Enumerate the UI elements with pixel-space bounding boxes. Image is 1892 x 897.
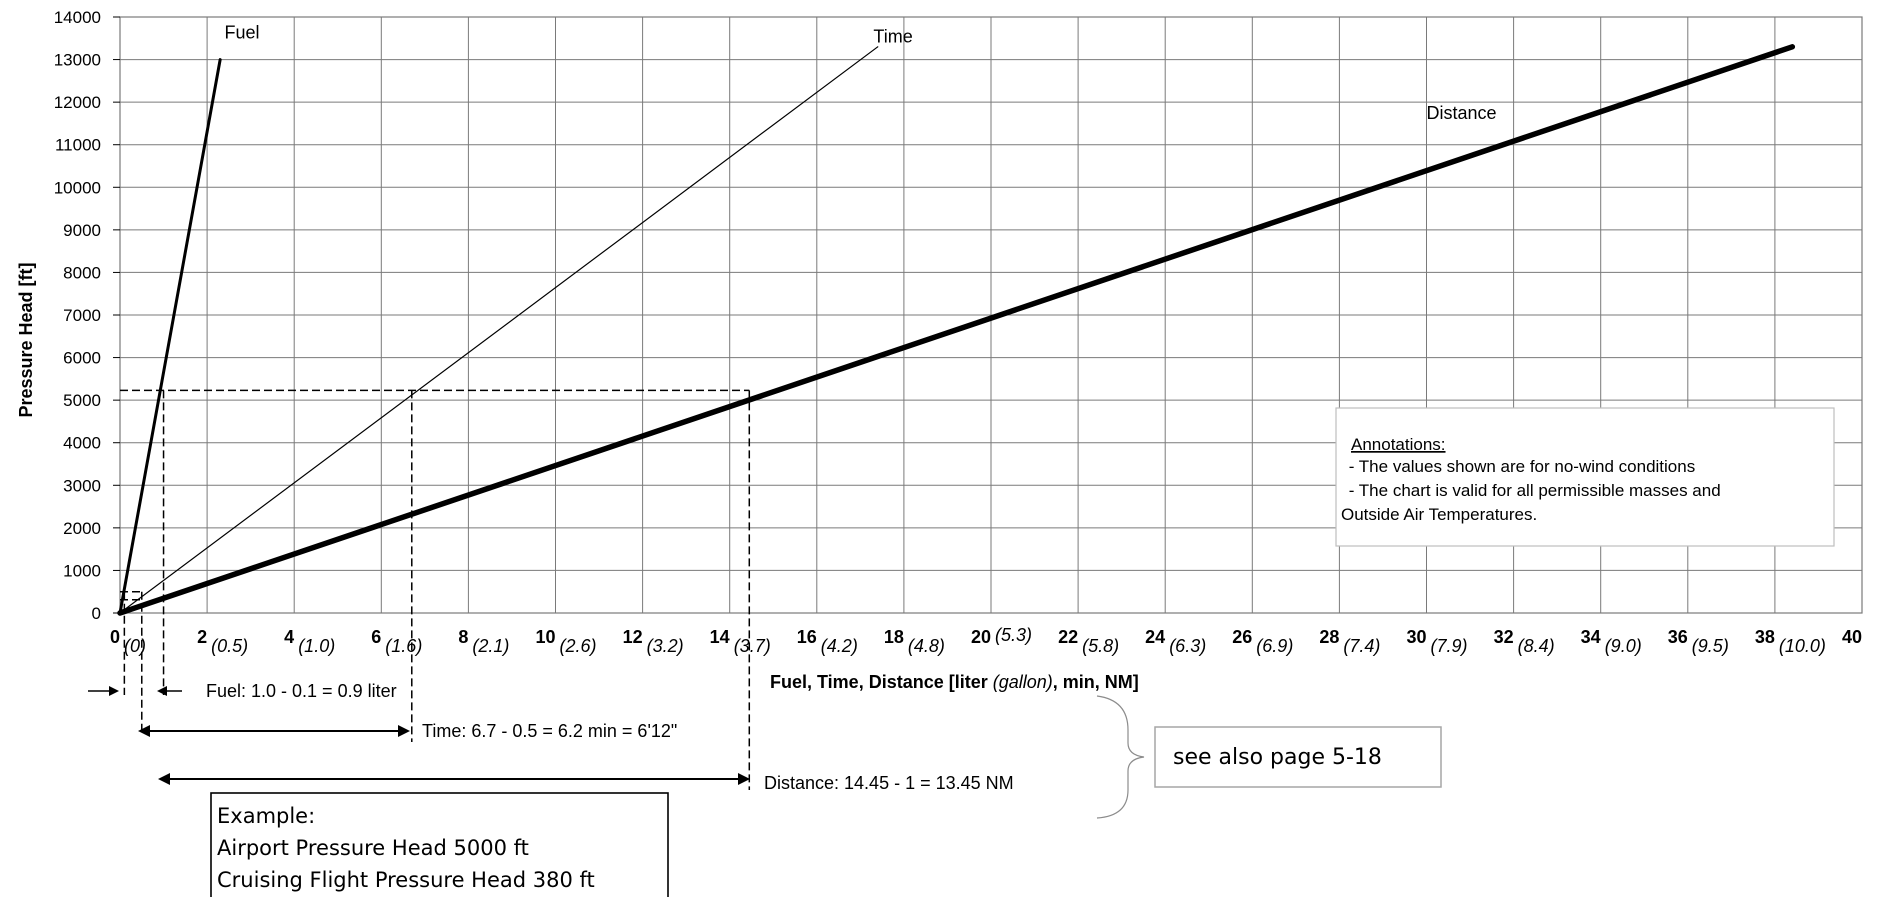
- example-line: Cruising Flight Pressure Head 380 ft: [217, 868, 595, 892]
- y-tick-label: 11000: [55, 136, 101, 155]
- y-tick-label: 12000: [54, 93, 101, 112]
- x-tick-label: 40: [1842, 627, 1862, 647]
- x-tick-label: 14: [710, 627, 730, 647]
- y-axis-label: Pressure Head [ft]: [16, 262, 36, 417]
- x-tick-sublabel: (7.4): [1343, 636, 1380, 656]
- x-tick-label: 24: [1145, 627, 1165, 647]
- axis-ticks: 0100020003000400050006000700080009000100…: [54, 8, 1862, 656]
- x-tick-sublabel: (1.6): [385, 636, 422, 656]
- series-lines: [117, 44, 1796, 616]
- x-tick-label: 18: [884, 627, 904, 647]
- brace: [1096, 695, 1145, 819]
- x-tick-sublabel: (4.8): [908, 636, 945, 656]
- example-guides: [120, 389, 751, 790]
- example-line: Example:: [217, 804, 315, 828]
- x-tick-sublabel: (5.3): [995, 625, 1032, 645]
- x-axis-label: Fuel, Time, Distance [liter (gallon), mi…: [770, 672, 1139, 692]
- series-distance-line: [117, 44, 1796, 616]
- calc-arrows: [88, 686, 750, 785]
- x-tick-label: 2: [197, 627, 207, 647]
- example-box: [210, 792, 669, 897]
- x-tick-label: 36: [1668, 627, 1688, 647]
- x-tick-sublabel: (9.5): [1692, 636, 1729, 656]
- y-tick-label: 13000: [54, 51, 101, 70]
- y-tick-label: 0: [92, 604, 101, 623]
- annotation-line: Outside Air Temperatures.: [1341, 505, 1537, 524]
- x-tick-sublabel: (6.9): [1256, 636, 1293, 656]
- x-tick-label: 38: [1755, 627, 1775, 647]
- y-tick-label: 14000: [54, 8, 101, 27]
- x-tick-label: 34: [1581, 627, 1601, 647]
- y-tick-label: 8000: [63, 263, 101, 282]
- x-tick-label: 26: [1232, 627, 1252, 647]
- series-label-time: Time: [873, 27, 912, 47]
- see-also-text: see also page 5-18: [1173, 745, 1382, 770]
- y-tick-label: 6000: [63, 349, 101, 368]
- example-line: Airport Pressure Head 5000 ft: [217, 836, 529, 860]
- series-fuel-line: [118, 58, 222, 615]
- x-tick-sublabel: (9.0): [1605, 636, 1642, 656]
- x-tick-label: 20: [971, 627, 991, 647]
- x-tick-sublabel: (2.6): [560, 636, 597, 656]
- y-tick-label: 10000: [54, 178, 101, 197]
- annotations-title: Annotations:: [1351, 435, 1446, 454]
- x-tick-label: 28: [1319, 627, 1339, 647]
- x-tick-sublabel: (1.0): [298, 636, 335, 656]
- x-tick-label: 10: [535, 627, 555, 647]
- series-label-distance: Distance: [1427, 103, 1497, 123]
- x-tick-label: 32: [1494, 627, 1514, 647]
- y-tick-label: 2000: [63, 519, 101, 538]
- x-tick-label: 0: [110, 627, 120, 647]
- x-tick-label: 30: [1406, 627, 1426, 647]
- grid: [119, 16, 1863, 614]
- y-tick-label: 5000: [63, 391, 101, 410]
- x-tick-sublabel: (0): [124, 636, 146, 656]
- calc-time: Time: 6.7 - 0.5 = 6.2 min = 6'12": [422, 721, 677, 741]
- x-tick-sublabel: (10.0): [1779, 636, 1826, 656]
- x-tick-label: 6: [371, 627, 381, 647]
- y-tick-label: 7000: [63, 306, 101, 325]
- x-tick-sublabel: (2.1): [472, 636, 509, 656]
- x-tick-label: 12: [623, 627, 643, 647]
- y-tick-label: 9000: [63, 221, 101, 240]
- y-tick-label: 4000: [63, 434, 101, 453]
- y-tick-label: 1000: [63, 561, 101, 580]
- x-tick-label: 4: [284, 627, 294, 647]
- see-also-box: [1154, 726, 1442, 788]
- series-label-fuel: Fuel: [225, 22, 260, 42]
- x-tick-label: 22: [1058, 627, 1078, 647]
- y-tick-label: 3000: [63, 476, 101, 495]
- calc-distance: Distance: 14.45 - 1 = 13.45 NM: [764, 773, 1014, 793]
- series-labels: Fuel Time Distance: [225, 22, 1497, 123]
- annotations-box: Annotations: - The values shown are for …: [1335, 407, 1835, 547]
- x-tick-sublabel: (3.2): [647, 636, 684, 656]
- x-tick-label: 8: [458, 627, 468, 647]
- x-tick-sublabel: (5.8): [1082, 636, 1119, 656]
- x-tick-sublabel: (0.5): [211, 636, 248, 656]
- annotation-line: - The values shown are for no-wind condi…: [1344, 457, 1695, 476]
- x-tick-sublabel: (8.4): [1518, 636, 1555, 656]
- x-tick-sublabel: (4.2): [821, 636, 858, 656]
- x-tick-sublabel: (3.7): [734, 636, 771, 656]
- x-tick-sublabel: (7.9): [1431, 636, 1468, 656]
- x-tick-sublabel: (6.3): [1169, 636, 1206, 656]
- x-tick-label: 16: [797, 627, 817, 647]
- annotation-line: - The chart is valid for all permissible…: [1344, 481, 1721, 500]
- series-time-line: [119, 46, 879, 614]
- calc-fuel: Fuel: 1.0 - 0.1 = 0.9 liter: [206, 681, 397, 701]
